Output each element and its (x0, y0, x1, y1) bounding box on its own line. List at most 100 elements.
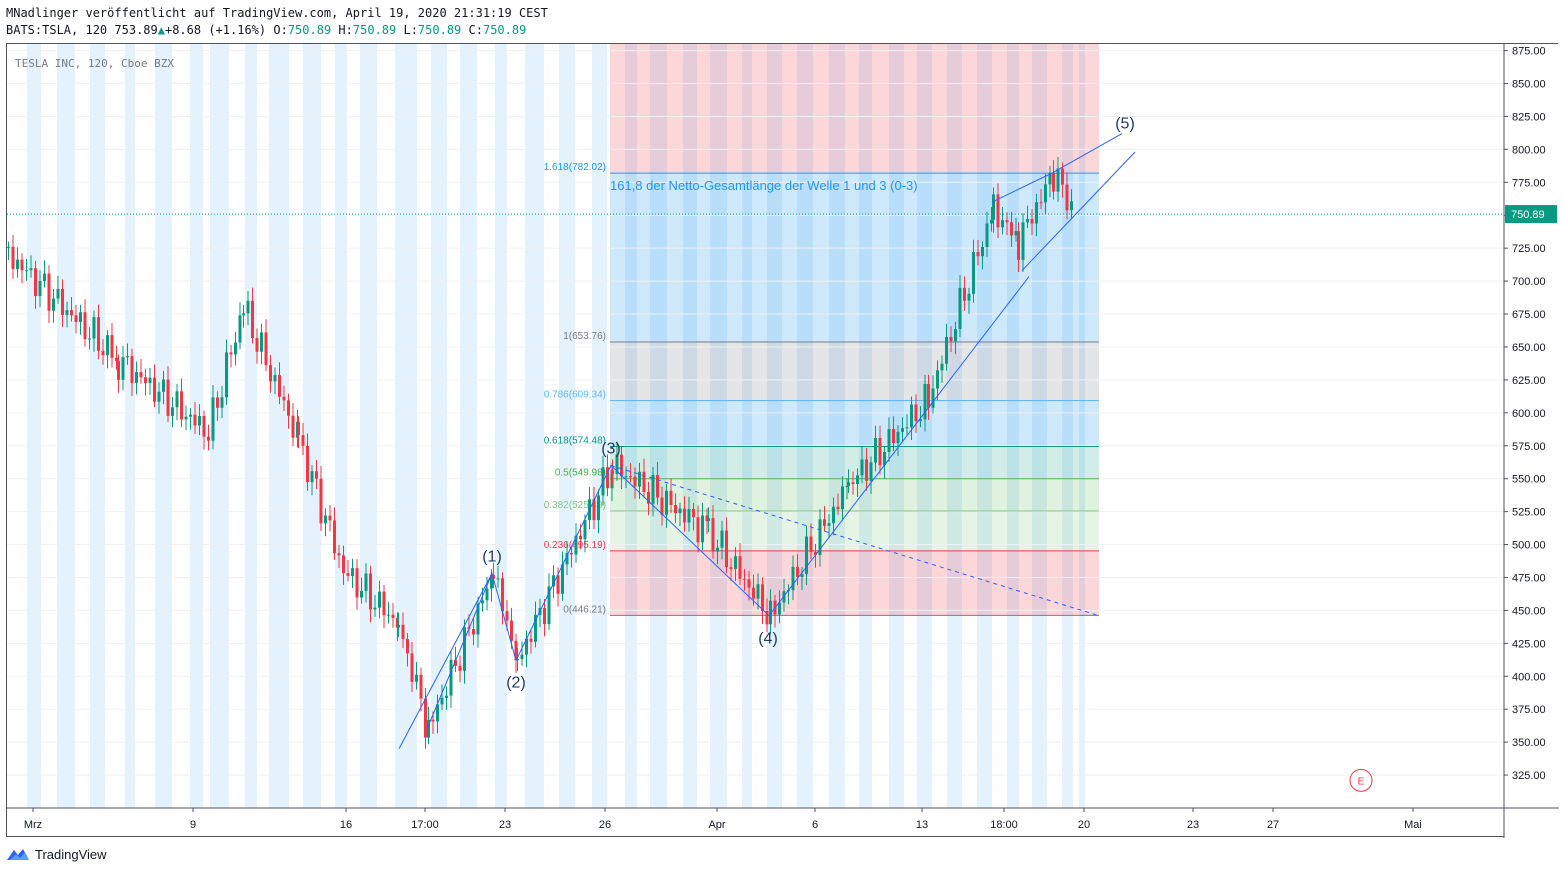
tradingview-footer[interactable]: TradingView (6, 846, 107, 862)
time-tick-label: 23 (499, 819, 511, 831)
candle-body (529, 638, 533, 642)
wave-5-channel-upper (991, 133, 1123, 203)
session-stripe (57, 44, 75, 808)
close-value: 750.89 (482, 23, 527, 37)
candle-body (633, 476, 637, 487)
candle-body (574, 535, 578, 555)
candle-body (246, 300, 250, 314)
last-price-tag (1505, 205, 1557, 224)
price-tick-label: 350.00 (1512, 737, 1546, 749)
candle-body (25, 270, 28, 272)
candle-body (242, 313, 245, 316)
price-tick-label: 825.00 (1512, 111, 1546, 123)
candle-body (238, 315, 242, 343)
price-tick-label: 550.00 (1512, 474, 1546, 486)
candle-body (552, 575, 555, 587)
candle-body (1017, 231, 1020, 260)
candle-body (342, 555, 345, 574)
candle-body (692, 509, 695, 518)
candle-body (556, 575, 560, 594)
candle-body (476, 603, 480, 635)
candle-body (869, 462, 873, 481)
candle-body (184, 416, 188, 420)
time-tick-label: 16 (340, 819, 352, 831)
candle-body (814, 552, 817, 555)
time-tick-label: 18:00 (990, 819, 1018, 831)
candle-body (1056, 168, 1060, 192)
candle-body (896, 431, 900, 443)
session-stripe (710, 44, 727, 808)
price-tick-label: 800.00 (1512, 144, 1546, 156)
candle-body (927, 383, 930, 408)
candle-body (472, 629, 475, 635)
candle-body (162, 379, 165, 392)
session-stripe (303, 44, 321, 808)
candle-body (841, 486, 844, 510)
candle-body (958, 287, 962, 330)
candle-body (47, 273, 51, 311)
session-stripe (592, 44, 607, 808)
candle-body (990, 219, 993, 224)
candle-body (656, 474, 659, 498)
session-stripe (495, 44, 507, 808)
high-label: H: (338, 23, 353, 37)
session-stripe (431, 44, 447, 808)
candle-body (923, 383, 927, 420)
candle-body (620, 454, 623, 477)
close-label: C: (468, 23, 483, 37)
candle-body (273, 375, 277, 382)
fib-zone-1 (610, 342, 1099, 401)
candle-body (606, 467, 609, 489)
chart-frame[interactable]: 1.618(782.02) 1(653.76) 0.786(609.34) 0.618… (6, 43, 1559, 838)
candle-body (436, 704, 439, 722)
session-stripe (525, 44, 544, 808)
candle-body (972, 252, 975, 294)
session-stripe (395, 44, 417, 808)
candle-body (324, 515, 327, 524)
candle-body (845, 486, 849, 488)
candle-body (121, 357, 125, 380)
price-tick-label: 400.00 (1512, 671, 1546, 683)
candle-body (647, 491, 650, 504)
candle-body (738, 556, 742, 579)
open-label: O: (273, 23, 288, 37)
session-stripe (125, 44, 135, 808)
candle-body (319, 478, 323, 524)
candle-body (401, 624, 405, 640)
candle-body (761, 584, 764, 612)
candle-body (1014, 231, 1018, 236)
session-stripe (683, 44, 697, 808)
fib-zone-05 (610, 478, 1099, 511)
candle-body (887, 429, 891, 452)
candle-body (220, 397, 224, 408)
candle-body (642, 471, 646, 492)
candle-body (851, 482, 855, 484)
candle-body (269, 365, 272, 382)
candle-body (765, 611, 769, 625)
candle-body (592, 499, 596, 521)
candle-body (720, 530, 724, 548)
candle-body (752, 587, 755, 599)
candle-body (579, 535, 582, 540)
candle-body (716, 547, 719, 552)
candle-body (287, 400, 290, 416)
chart-canvas[interactable]: 1.618(782.02) 1(653.76) 0.786(609.34) 0.618… (7, 44, 1559, 838)
candle-body (38, 280, 42, 297)
fib-zone-0786 (610, 400, 1099, 447)
candle-body (387, 614, 390, 616)
candle-body (707, 518, 710, 522)
candle-body (756, 584, 760, 599)
candle-body (520, 654, 524, 660)
candle-body (29, 268, 33, 271)
fib-level-label: 0.382(525.49) (544, 500, 606, 511)
price-tick-label: 525.00 (1512, 507, 1546, 519)
candle-body (97, 317, 100, 351)
session-stripe (947, 44, 962, 808)
candle-body (278, 375, 281, 397)
wave-projection (610, 465, 1100, 617)
low-value: 750.89 (417, 23, 462, 37)
candle-body (144, 377, 147, 383)
candle-body (624, 476, 628, 478)
candle-body (135, 372, 138, 384)
price-axis-bg (1504, 44, 1559, 838)
